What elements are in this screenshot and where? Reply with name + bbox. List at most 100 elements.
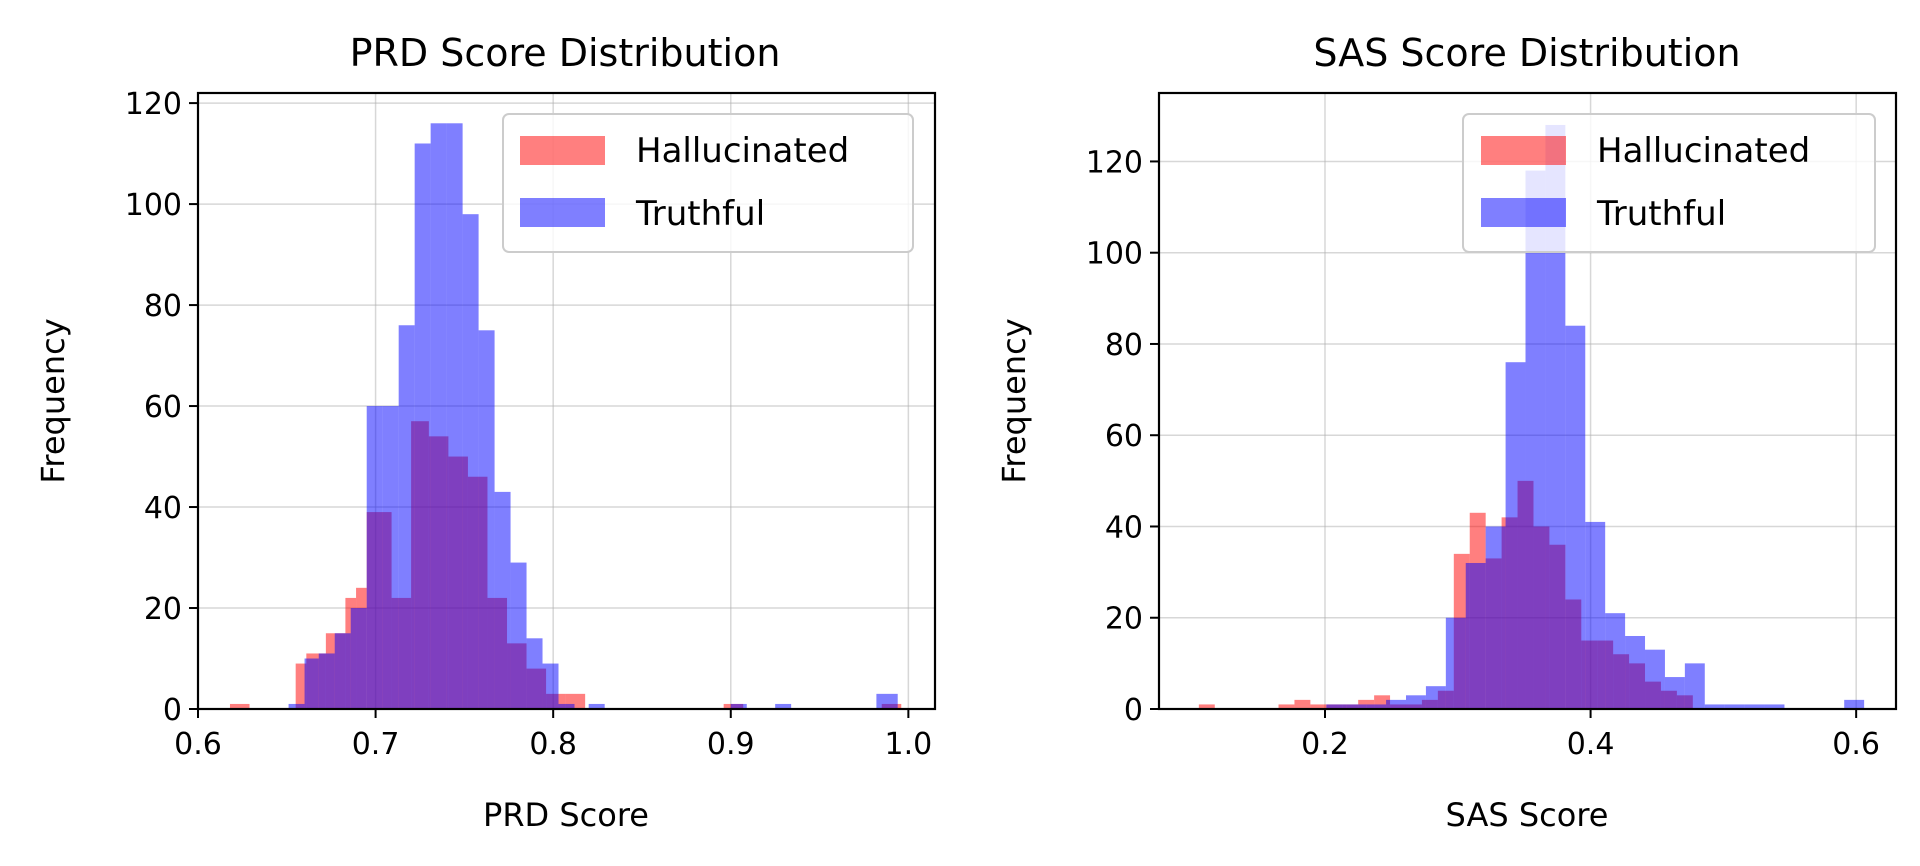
sas-x-ticks: 0.2 0.4 0.6 — [1301, 709, 1880, 762]
prd-x-tick-label-1: 0.7 — [352, 727, 400, 762]
prd-truthful-bar-6 — [382, 406, 399, 709]
sas-truthful-bar-9 — [1505, 362, 1526, 709]
sas-histogram-panel: SAS Score Distribution 0.2 0.4 0.6 0 20 40 60… — [995, 31, 1898, 834]
sas-plot-frame — [1157, 91, 1898, 711]
sas-y-tick-1: 20 — [1105, 602, 1159, 637]
sas-x-tick-label-2: 0.6 — [1832, 727, 1880, 762]
sas-truthful-bar-0 — [1326, 704, 1347, 709]
sas-truthful-bar-4 — [1405, 695, 1426, 709]
prd-legend-hallucinated-label: Hallucinated — [636, 131, 849, 171]
sas-truthful-bar-23 — [1844, 699, 1865, 709]
prd-truthful-bar-14 — [510, 562, 527, 709]
prd-truthful-bar-9 — [430, 123, 447, 709]
prd-y-tick-3: 60 — [144, 390, 198, 425]
prd-legend-box — [502, 113, 914, 253]
prd-y-tick-2: 40 — [144, 491, 198, 526]
prd-truthful-bar-7 — [398, 325, 415, 709]
prd-y-axis-label: Frequency — [34, 318, 72, 483]
prd-histogram-panel: PRD Score Distribution 0.6 0.7 0.8 0.9 1.0 0… — [34, 31, 937, 834]
sas-truthful-bar-3 — [1386, 699, 1406, 709]
sas-truthful-bar-12 — [1565, 325, 1586, 709]
sas-truthful-bar-11 — [1545, 124, 1566, 710]
sas-y-tick-label-2: 40 — [1105, 510, 1143, 545]
prd-truthful-bar-20 — [775, 703, 792, 709]
sas-truthful-bar-21 — [1744, 704, 1765, 709]
prd-y-tick-label-2: 40 — [144, 491, 182, 526]
prd-truthful-bar-10 — [446, 123, 463, 709]
sas-y-tick-label-6: 120 — [1086, 145, 1143, 180]
prd-x-tick-3: 0.9 — [707, 709, 755, 762]
prd-truthful-bar-18 — [588, 703, 605, 709]
sas-truthful-bar-19 — [1704, 704, 1725, 709]
prd-x-tick-0: 0.6 — [174, 709, 222, 762]
prd-y-tick-label-3: 60 — [144, 390, 182, 425]
prd-legend-truthful-label: Truthful — [635, 194, 765, 234]
sas-truthful-bar-22 — [1764, 704, 1785, 709]
prd-y-tick-0: 0 — [163, 693, 198, 728]
prd-truthful-bar-13 — [494, 491, 511, 709]
prd-y-tick-label-1: 20 — [144, 592, 182, 627]
prd-y-tick-label-4: 80 — [144, 289, 182, 324]
prd-truthful-bar-2 — [318, 653, 335, 709]
prd-x-tick-label-0: 0.6 — [174, 727, 222, 762]
prd-x-tick-1: 0.7 — [352, 709, 400, 762]
sas-y-ticks: 0 20 40 60 80 100 120 — [1086, 145, 1159, 728]
sas-y-tick-0: 0 — [1124, 693, 1159, 728]
sas-y-tick-6: 120 — [1086, 145, 1159, 180]
sas-hallucinated-bar-3 — [1310, 704, 1327, 709]
sas-y-tick-label-3: 60 — [1105, 419, 1143, 454]
prd-truthful-bar-3 — [334, 633, 351, 709]
prd-y-tick-6: 120 — [125, 87, 198, 122]
prd-plot-frame — [196, 91, 937, 711]
sas-chart-title: SAS Score Distribution — [1313, 31, 1740, 75]
sas-legend-hallucinated-swatch — [1481, 136, 1566, 165]
prd-y-tick-label-0: 0 — [163, 693, 182, 728]
prd-legend-hallucinated-swatch — [520, 136, 605, 165]
sas-y-tick-2: 40 — [1105, 510, 1159, 545]
prd-legend-truthful-swatch — [520, 198, 605, 227]
sas-x-tick-label-0: 0.2 — [1301, 727, 1349, 762]
prd-x-tick-label-3: 0.9 — [707, 727, 755, 762]
sas-x-tick-1: 0.4 — [1567, 709, 1615, 762]
sas-truthful-bar-8 — [1485, 526, 1506, 709]
sas-truthful-bars — [1326, 124, 1865, 710]
prd-x-tick-2: 0.8 — [529, 709, 577, 762]
sas-truthful-bar-15 — [1625, 635, 1646, 709]
prd-truthful-bar-11 — [462, 214, 479, 709]
sas-hallucinated-bar-1 — [1278, 704, 1295, 709]
prd-x-tick-4: 1.0 — [885, 709, 932, 762]
prd-truthful-bar-0 — [288, 703, 305, 709]
sas-truthful-bar-17 — [1664, 677, 1685, 709]
sas-truthful-bar-20 — [1724, 704, 1745, 709]
sas-truthful-bar-1 — [1346, 704, 1367, 709]
sas-legend-truthful-label: Truthful — [1596, 194, 1726, 234]
sas-y-tick-label-4: 80 — [1105, 328, 1143, 363]
prd-y-ticks: 0 20 40 60 80 100 120 — [125, 87, 198, 728]
prd-truthful-bar-5 — [366, 406, 383, 709]
sas-truthful-bar-14 — [1605, 613, 1626, 709]
sas-legend-hallucinated-label: Hallucinated — [1597, 131, 1810, 171]
prd-chart-title: PRD Score Distribution — [350, 31, 781, 75]
sas-y-axis-label: Frequency — [995, 318, 1033, 483]
prd-truthful-bar-12 — [478, 330, 495, 709]
prd-legend: Hallucinated Truthful — [502, 113, 914, 253]
sas-x-tick-0: 0.2 — [1301, 709, 1349, 762]
prd-truthful-bars — [288, 123, 898, 709]
prd-truthful-bar-16 — [542, 663, 559, 709]
prd-y-tick-1: 20 — [144, 592, 198, 627]
sas-legend: Hallucinated Truthful — [1462, 113, 1876, 253]
sas-y-tick-label-1: 20 — [1105, 602, 1143, 637]
prd-hallucinated-bar-0 — [229, 703, 250, 709]
sas-y-tick-5: 100 — [1086, 237, 1159, 272]
sas-y-tick-label-0: 0 — [1124, 693, 1143, 728]
sas-truthful-bar-2 — [1366, 704, 1387, 709]
sas-truthful-bar-6 — [1445, 617, 1466, 709]
prd-hallucinated-bar-1 — [295, 663, 307, 709]
prd-truthful-bar-17 — [558, 703, 575, 709]
prd-truthful-bar-8 — [414, 143, 431, 709]
sas-x-tick-label-1: 0.4 — [1567, 727, 1615, 762]
sas-x-axis-label: SAS Score — [1446, 796, 1609, 834]
prd-truthful-bar-21 — [876, 693, 898, 709]
prd-y-tick-label-5: 100 — [125, 188, 182, 223]
